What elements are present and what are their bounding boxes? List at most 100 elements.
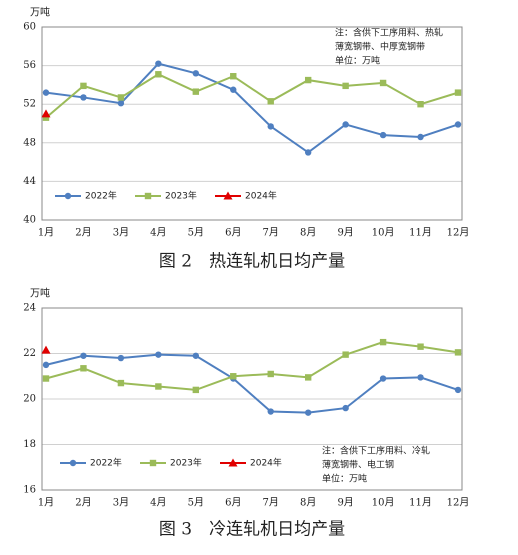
data-point: [117, 100, 125, 107]
series-line: [45, 353, 459, 414]
data-point: [304, 149, 312, 156]
data-point: [155, 383, 162, 390]
x-tick-label: 4月: [150, 497, 166, 509]
data-point: [379, 375, 387, 382]
y-tick-label: 20: [23, 394, 36, 405]
legend-label: 2023年: [170, 457, 202, 469]
data-point: [155, 71, 162, 78]
plot-frame: [41, 307, 463, 491]
data-point: [379, 338, 387, 346]
legend-label: 2022年: [90, 457, 122, 469]
data-point: [42, 114, 50, 121]
y-axis-label: 万吨: [30, 287, 50, 300]
legend-marker: [149, 459, 157, 467]
data-point: [117, 379, 125, 387]
legend-label: 2024年: [245, 190, 277, 202]
x-tick-label: 5月: [188, 227, 204, 239]
annotation: 单位：万吨: [322, 473, 367, 485]
x-tick-label: 2月: [75, 227, 91, 239]
y-tick-label: 22: [23, 348, 36, 359]
legend-marker: [223, 191, 233, 200]
legend-marker: [144, 192, 152, 200]
data-point: [155, 351, 162, 358]
data-point: [117, 94, 125, 101]
x-tick-label: 3月: [113, 497, 129, 509]
data-point: [42, 361, 50, 369]
y-tick-label: 18: [23, 439, 36, 450]
data-point: [267, 408, 274, 415]
series-line: [45, 73, 459, 119]
data-point: [379, 79, 387, 87]
x-tick-label: 12月: [447, 227, 470, 239]
data-point: [417, 133, 424, 141]
x-tick-label: 3月: [113, 227, 129, 239]
data-point: [230, 86, 237, 93]
data-point: [417, 101, 424, 108]
data-point: [230, 373, 237, 380]
y-tick-label: 44: [23, 176, 36, 187]
data-point: [192, 88, 200, 95]
x-tick-label: 11月: [409, 227, 432, 239]
caption: 图 3 冷连轧机日均产量: [159, 520, 345, 540]
data-point: [41, 345, 51, 354]
x-tick-label: 7月: [263, 497, 279, 509]
x-tick-label: 1月: [38, 497, 54, 509]
data-point: [304, 409, 312, 416]
y-tick-label: 52: [23, 99, 36, 110]
annotation: 注：含供下工序用料、冷轧: [322, 445, 430, 457]
data-point: [417, 343, 424, 350]
y-tick-label: 60: [23, 22, 36, 33]
data-point: [342, 121, 349, 128]
x-tick-label: 6月: [225, 227, 241, 239]
annotation: 单位：万吨: [335, 55, 380, 67]
annotation: 薄宽钢带、电工钢: [322, 459, 394, 471]
data-point: [267, 98, 274, 105]
y-tick-label: 16: [23, 485, 36, 496]
x-tick-label: 11月: [409, 497, 432, 509]
y-axis-label: 万吨: [30, 6, 50, 19]
data-point: [417, 374, 424, 381]
data-point: [80, 365, 87, 372]
x-tick-label: 4月: [150, 227, 166, 239]
data-point: [230, 73, 237, 80]
caption: 图 2 热连轧机日均产量: [159, 252, 345, 272]
data-point: [80, 94, 87, 101]
x-tick-label: 6月: [225, 497, 241, 509]
x-tick-label: 5月: [188, 497, 204, 509]
legend-marker: [64, 192, 72, 200]
x-tick-label: 1月: [38, 227, 54, 239]
data-point: [42, 375, 50, 382]
annotation: 薄宽钢带、中厚宽钢带: [335, 41, 425, 53]
y-tick-label: 56: [23, 60, 36, 71]
data-point: [454, 349, 462, 356]
data-point: [192, 386, 200, 394]
data-point: [117, 354, 125, 362]
data-point: [304, 76, 312, 84]
y-tick-label: 48: [23, 137, 36, 148]
x-tick-label: 8月: [300, 227, 316, 239]
x-tick-label: 10月: [372, 227, 395, 239]
data-point: [342, 82, 349, 90]
y-tick-label: 40: [23, 215, 36, 226]
legend-label: 2024年: [250, 457, 282, 469]
plot-frame: [41, 26, 463, 221]
legend-marker: [69, 459, 77, 467]
data-point: [80, 82, 87, 90]
legend-label: 2022年: [85, 190, 117, 202]
x-tick-label: 10月: [372, 497, 395, 509]
data-point: [192, 352, 200, 359]
data-point: [155, 60, 162, 67]
legend-marker: [228, 458, 238, 467]
data-point: [454, 121, 462, 128]
data-point: [192, 70, 200, 77]
data-point: [267, 370, 274, 378]
x-tick-label: 9月: [337, 227, 353, 239]
data-point: [454, 89, 462, 96]
series-line: [45, 341, 459, 391]
x-tick-label: 9月: [337, 497, 353, 509]
data-point: [267, 123, 274, 130]
x-tick-label: 7月: [263, 227, 279, 239]
y-tick-label: 24: [23, 303, 36, 314]
data-point: [41, 109, 51, 118]
